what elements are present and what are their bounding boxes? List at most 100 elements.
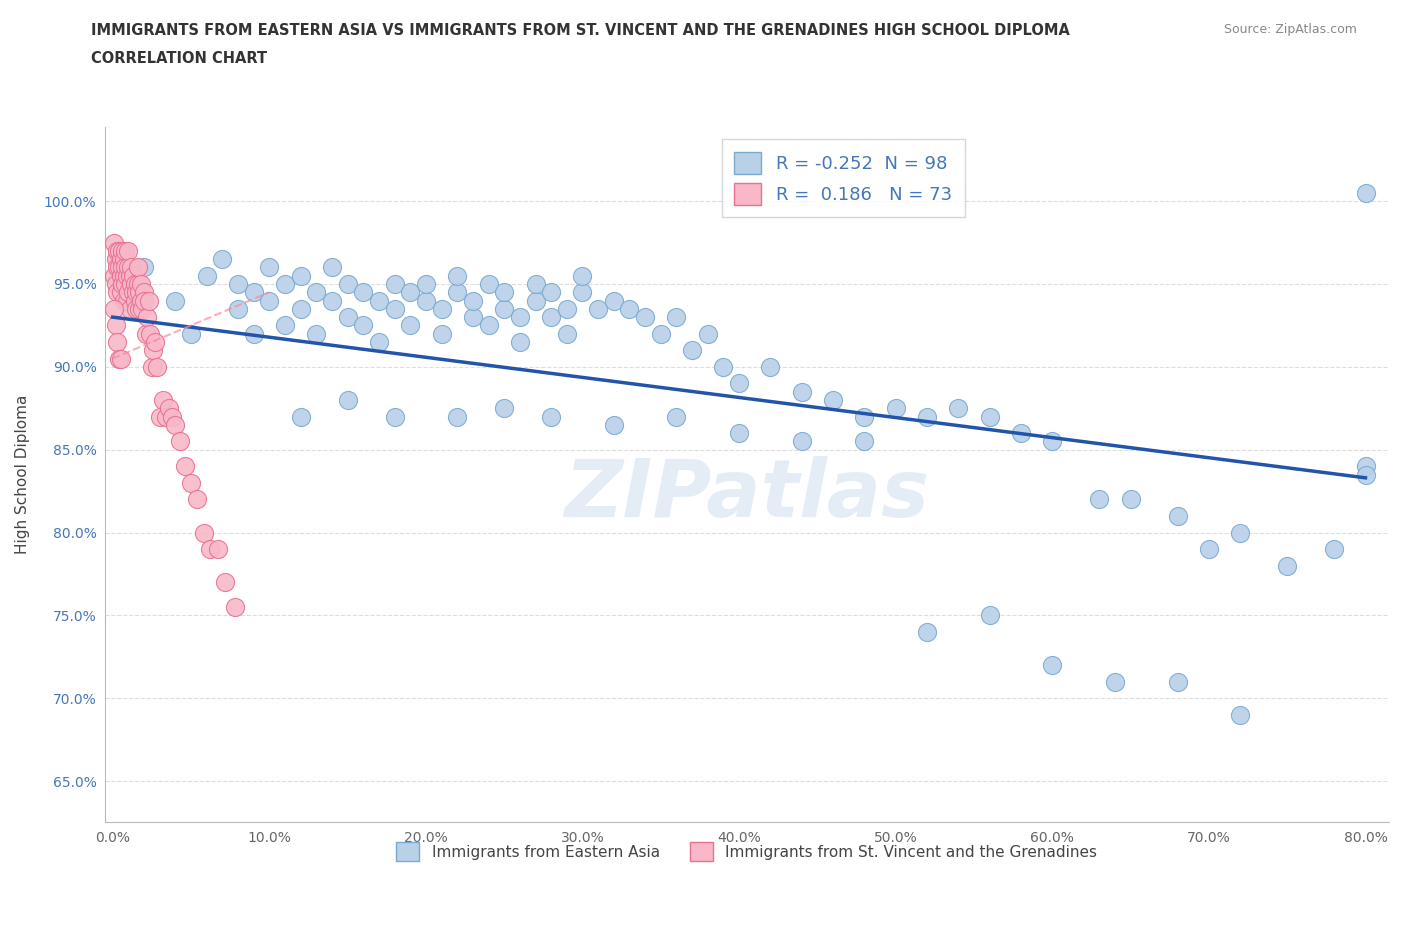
Point: [173, 458, 195, 473]
Text: IMMIGRANTS FROM EASTERN ASIA VS IMMIGRANTS FROM ST. VINCENT AND THE GRENADINES H: IMMIGRANTS FROM EASTERN ASIA VS IMMIGRAN…: [91, 23, 1070, 38]
Point: [128, 301, 150, 316]
Point: [108, 244, 131, 259]
Point: [571, 268, 593, 283]
Point: [124, 293, 146, 308]
Point: [127, 276, 149, 291]
Point: [131, 301, 153, 316]
Point: [336, 276, 359, 291]
Point: [108, 260, 131, 275]
Point: [111, 244, 134, 259]
Point: [352, 285, 374, 299]
Point: [152, 392, 174, 407]
Point: [104, 318, 127, 333]
Point: [122, 268, 145, 283]
Point: [915, 409, 938, 424]
Point: [603, 293, 626, 308]
Point: [226, 276, 249, 291]
Point: [118, 301, 141, 316]
Point: [384, 301, 406, 316]
Point: [138, 293, 160, 308]
Point: [108, 352, 131, 366]
Point: [110, 268, 132, 283]
Point: [948, 401, 970, 416]
Point: [430, 326, 453, 341]
Point: [321, 260, 343, 275]
Point: [125, 285, 148, 299]
Point: [681, 343, 703, 358]
Point: [141, 359, 163, 374]
Point: [979, 409, 1001, 424]
Point: [180, 475, 202, 490]
Point: [122, 285, 145, 299]
Point: [728, 426, 751, 441]
Point: [915, 624, 938, 639]
Point: [446, 285, 468, 299]
Point: [165, 418, 187, 432]
Point: [430, 301, 453, 316]
Point: [290, 268, 312, 283]
Point: [555, 326, 578, 341]
Point: [728, 376, 751, 391]
Point: [129, 276, 152, 291]
Point: [399, 318, 422, 333]
Point: [979, 608, 1001, 623]
Point: [139, 326, 162, 341]
Point: [103, 235, 125, 250]
Point: [494, 401, 516, 416]
Point: [352, 318, 374, 333]
Point: [169, 434, 191, 449]
Point: [114, 260, 136, 275]
Point: [211, 252, 233, 267]
Point: [759, 359, 782, 374]
Point: [103, 301, 125, 316]
Point: [494, 301, 516, 316]
Point: [305, 326, 328, 341]
Point: [665, 310, 688, 325]
Point: [193, 525, 215, 540]
Point: [1167, 509, 1189, 524]
Point: [696, 326, 718, 341]
Point: [112, 252, 135, 267]
Point: [1229, 525, 1251, 540]
Point: [110, 285, 132, 299]
Point: [259, 293, 281, 308]
Point: [186, 492, 208, 507]
Point: [367, 293, 389, 308]
Point: [384, 409, 406, 424]
Point: [129, 293, 152, 308]
Point: [117, 285, 139, 299]
Point: [136, 310, 159, 325]
Point: [1198, 541, 1220, 556]
Point: [112, 268, 135, 283]
Point: [713, 359, 735, 374]
Point: [1040, 434, 1063, 449]
Point: [461, 310, 484, 325]
Point: [111, 276, 134, 291]
Point: [619, 301, 641, 316]
Point: [180, 326, 202, 341]
Point: [165, 293, 187, 308]
Point: [155, 409, 177, 424]
Point: [226, 301, 249, 316]
Point: [117, 244, 139, 259]
Point: [1104, 674, 1126, 689]
Point: [1040, 658, 1063, 672]
Point: [142, 343, 165, 358]
Point: [114, 276, 136, 291]
Text: ZIPatlas: ZIPatlas: [564, 457, 929, 535]
Point: [336, 392, 359, 407]
Point: [461, 293, 484, 308]
Point: [586, 301, 609, 316]
Point: [665, 409, 688, 424]
Point: [112, 293, 135, 308]
Point: [415, 293, 437, 308]
Point: [125, 301, 148, 316]
Point: [321, 293, 343, 308]
Point: [195, 268, 218, 283]
Point: [105, 285, 128, 299]
Text: CORRELATION CHART: CORRELATION CHART: [91, 51, 267, 66]
Point: [509, 335, 531, 350]
Point: [224, 600, 246, 615]
Point: [117, 260, 139, 275]
Y-axis label: High School Diploma: High School Diploma: [15, 395, 30, 554]
